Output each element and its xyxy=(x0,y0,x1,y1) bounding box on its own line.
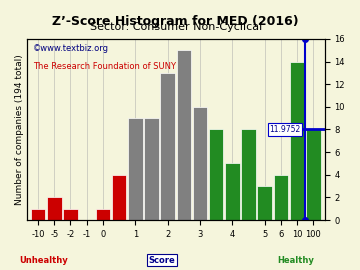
Y-axis label: Number of companies (194 total): Number of companies (194 total) xyxy=(15,54,24,205)
Text: Score: Score xyxy=(149,256,175,265)
Bar xyxy=(63,209,78,220)
Bar xyxy=(96,209,110,220)
Bar xyxy=(128,118,143,220)
Bar xyxy=(47,197,62,220)
Title: Z’-Score Histogram for MED (2016): Z’-Score Histogram for MED (2016) xyxy=(53,15,299,28)
Bar xyxy=(112,175,126,220)
Bar xyxy=(209,130,224,220)
Bar xyxy=(306,130,321,220)
Bar xyxy=(290,62,305,220)
Bar xyxy=(160,73,175,220)
Text: Healthy: Healthy xyxy=(277,256,314,265)
Bar xyxy=(257,186,272,220)
Bar xyxy=(31,209,45,220)
Bar xyxy=(193,107,207,220)
Text: 11.9752: 11.9752 xyxy=(269,125,300,134)
Bar xyxy=(225,163,240,220)
Bar xyxy=(176,50,191,220)
Text: The Research Foundation of SUNY: The Research Foundation of SUNY xyxy=(33,62,176,72)
Bar xyxy=(241,130,256,220)
Bar xyxy=(144,118,159,220)
Text: Sector: Consumer Non-Cyclical: Sector: Consumer Non-Cyclical xyxy=(90,22,262,32)
Bar xyxy=(274,175,288,220)
Text: Unhealthy: Unhealthy xyxy=(19,256,68,265)
Text: ©www.textbiz.org: ©www.textbiz.org xyxy=(33,44,109,53)
